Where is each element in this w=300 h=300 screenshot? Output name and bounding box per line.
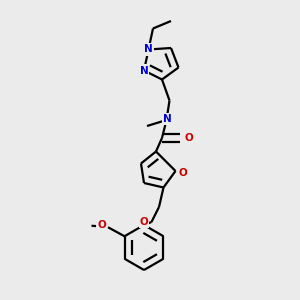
Text: O: O [184,133,193,143]
Text: N: N [144,44,153,55]
Text: O: O [97,220,106,230]
Text: N: N [163,114,172,124]
Text: N: N [140,65,148,76]
Text: O: O [178,167,188,178]
Text: O: O [140,217,148,227]
